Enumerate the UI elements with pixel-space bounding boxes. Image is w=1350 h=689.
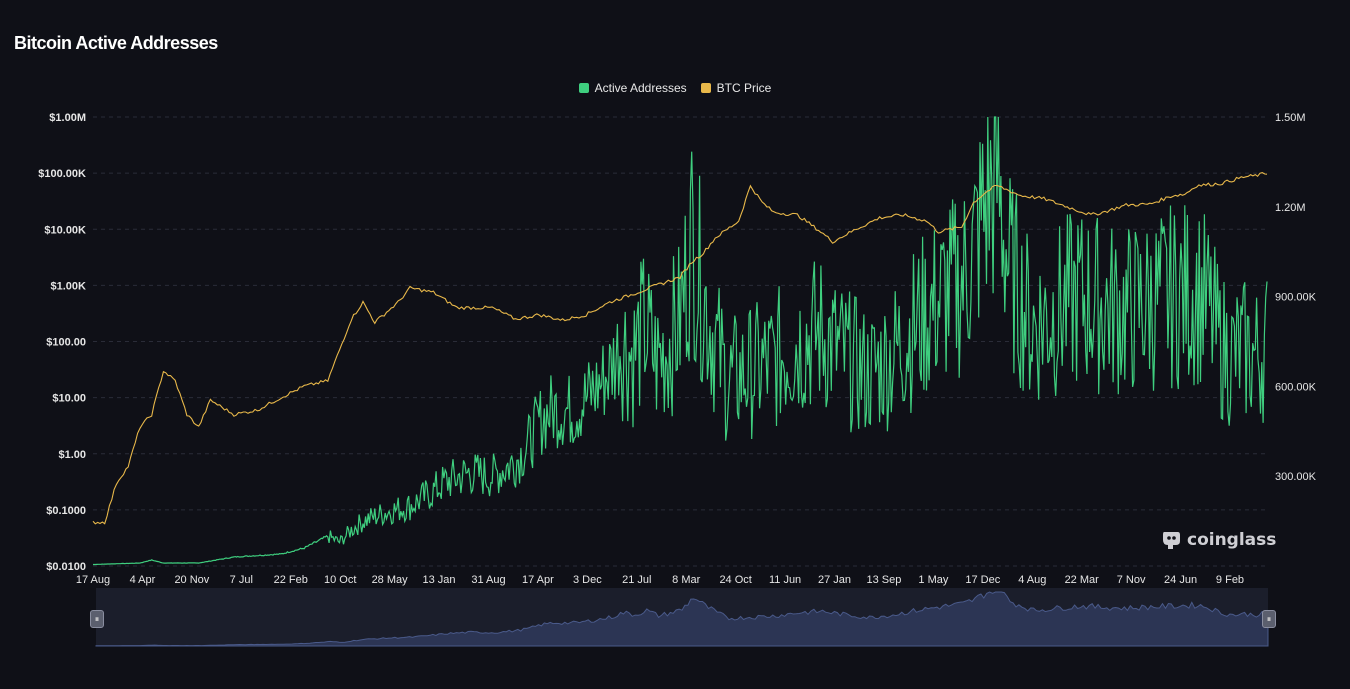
x-axis-tick-label: 24 Jun: [1164, 574, 1197, 586]
x-axis-tick-label: 31 Aug: [471, 574, 505, 586]
chart-legend: Active Addresses BTC Price: [0, 81, 1350, 95]
legend-item-active-addresses[interactable]: Active Addresses: [578, 81, 687, 95]
right-axis-tick-label: 900.00K: [1275, 292, 1317, 304]
x-axis-tick-label: 1 May: [918, 574, 948, 586]
right-axis-tick-label: 1.50M: [1275, 112, 1306, 124]
x-axis-tick-label: 9 Feb: [1216, 574, 1244, 586]
x-axis-tick-label: 21 Jul: [622, 574, 651, 586]
right-axis-tick-label: 600.00K: [1275, 381, 1317, 393]
range-navigator-series: [95, 591, 1269, 647]
legend-swatch-price: [700, 83, 711, 93]
x-axis-tick-label: 4 Aug: [1018, 574, 1046, 586]
x-axis-tick-label: 7 Nov: [1117, 574, 1146, 586]
x-axis-tick-label: 17 Aug: [76, 574, 110, 586]
right-axis-tick-label: 1.20M: [1275, 202, 1306, 214]
x-axis-tick-label: 17 Apr: [522, 574, 554, 586]
legend-label-price: BTC Price: [716, 81, 772, 95]
x-axis-tick-label: 22 Feb: [274, 574, 308, 586]
x-axis-tick-label: 28 May: [372, 574, 409, 586]
x-axis-tick-label: 22 Mar: [1065, 574, 1100, 586]
left-axis-tick-label: $1.00: [58, 449, 86, 461]
x-axis-tick-label: 10 Oct: [324, 574, 356, 586]
x-axis-tick-label: 17 Dec: [965, 574, 1000, 586]
right-axis-tick-label: 300.00K: [1275, 471, 1317, 483]
coinglass-logo-icon: [1163, 532, 1180, 549]
left-axis-tick-label: $0.1000: [46, 505, 86, 517]
legend-label-active: Active Addresses: [594, 81, 687, 95]
x-axis-tick-label: 13 Jan: [423, 574, 456, 586]
x-axis-tick-label: 20 Nov: [174, 574, 209, 586]
left-axis-tick-label: $100.00K: [38, 168, 86, 180]
x-axis-tick-label: 3 Dec: [573, 574, 602, 586]
x-axis-tick-label: 27 Jan: [818, 574, 851, 586]
legend-swatch-active: [578, 83, 589, 93]
range-handle-right[interactable]: ⏸: [1262, 610, 1276, 628]
x-axis-tick-label: 8 Mar: [672, 574, 700, 586]
left-axis-tick-label: $0.0100: [46, 561, 86, 573]
chart-title: Bitcoin Active Addresses: [14, 33, 218, 53]
x-axis-tick-label: 11 Jun: [769, 574, 801, 586]
coinglass-logo-text: coinglass: [1187, 530, 1277, 550]
x-axis-tick-label: 13 Sep: [867, 574, 902, 586]
x-axis-tick-label: 24 Oct: [719, 574, 751, 586]
coinglass-logo: coinglass: [1160, 529, 1276, 551]
left-axis-tick-label: $1.00K: [51, 280, 87, 292]
series-line-btc-price[interactable]: [92, 172, 1268, 525]
left-axis-tick-label: $100.00: [46, 337, 86, 349]
x-axis-tick-label: 4 Apr: [130, 574, 156, 586]
left-axis-tick-label: $10.00: [52, 393, 86, 405]
series-line-active-addresses[interactable]: [93, 116, 1268, 566]
x-axis-tick-label: 7 Jul: [230, 574, 253, 586]
range-handle-left[interactable]: ⏸: [90, 610, 104, 628]
legend-item-btc-price[interactable]: BTC Price: [700, 81, 772, 95]
left-axis-tick-label: $1.00M: [49, 112, 86, 124]
left-axis-tick-label: $10.00K: [44, 224, 86, 236]
